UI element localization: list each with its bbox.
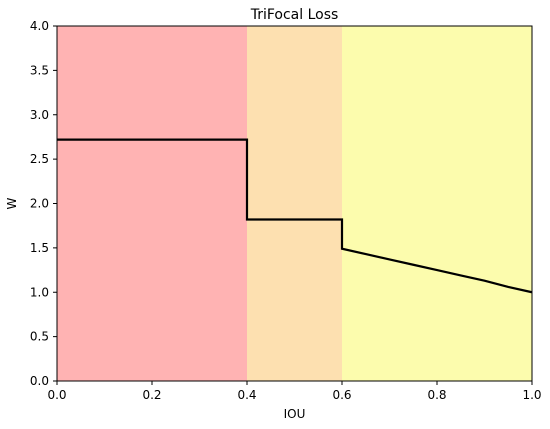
y-tick-label: 0.5	[30, 330, 49, 344]
region-1	[247, 26, 342, 381]
shaded-regions	[57, 26, 532, 381]
y-tick-label: 2.5	[30, 152, 49, 166]
x-axis-ticks: 0.0 0.2 0.4 0.6 0.8 1.0	[47, 381, 542, 402]
y-tick-label: 4.0	[30, 19, 49, 33]
y-axis-ticks: 0.0 0.5 1.0 1.5 2.0 2.5 3.0 3.5 4.0	[30, 19, 57, 388]
y-tick-label: 3.5	[30, 63, 49, 77]
x-tick-label: 0.0	[47, 388, 66, 402]
chart-title: TriFocal Loss	[250, 7, 339, 23]
series-line-0	[57, 138, 533, 294]
y-axis-label: W	[5, 197, 19, 209]
y-tick-label: 1.5	[30, 241, 49, 255]
y-tick-label: 3.0	[30, 108, 49, 122]
y-tick-label: 0.0	[30, 374, 49, 388]
x-tick-label: 0.4	[237, 388, 256, 402]
x-tick-label: 0.6	[332, 388, 351, 402]
series-lines	[57, 138, 533, 294]
y-tick-label: 2.0	[30, 197, 49, 211]
x-axis-label: IOU	[284, 407, 306, 421]
x-tick-label: 1.0	[522, 388, 541, 402]
region-0	[57, 26, 247, 381]
region-2	[342, 26, 532, 381]
x-tick-label: 0.2	[142, 388, 161, 402]
x-tick-label: 0.8	[427, 388, 446, 402]
y-tick-label: 1.0	[30, 285, 49, 299]
